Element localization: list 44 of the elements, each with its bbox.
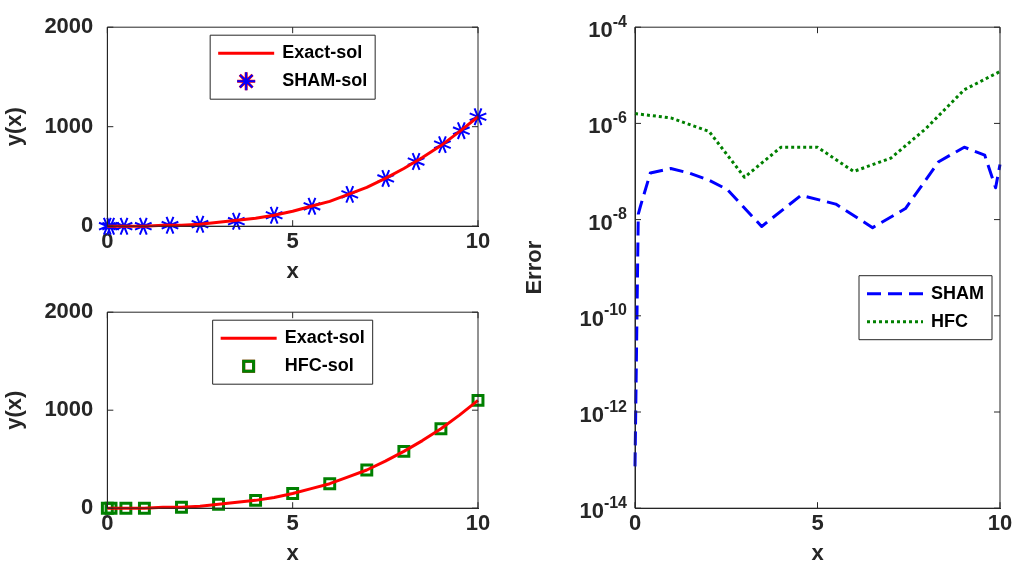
point	[468, 107, 488, 127]
y-tick-label: 0	[81, 212, 94, 238]
legend-label: SHAM	[931, 282, 984, 303]
point	[227, 211, 246, 231]
point	[160, 215, 180, 235]
x-tick-label: 0	[101, 228, 114, 254]
y-tick-label: 0	[81, 494, 94, 520]
point	[302, 196, 322, 216]
y-tick-label: 1000	[44, 396, 94, 422]
point	[104, 501, 118, 515]
line-series	[633, 69, 1002, 179]
x-tick-label: 0	[101, 510, 114, 536]
legend-label: SHAM-sol	[282, 70, 368, 91]
point	[133, 216, 153, 236]
x-tick-label: 10	[987, 510, 1013, 536]
point	[264, 205, 284, 225]
point	[376, 169, 396, 188]
x-axis-title: x	[286, 257, 300, 283]
point	[100, 501, 114, 515]
y-tick-label: 2000	[44, 13, 94, 39]
y-tick-label: 1000	[44, 112, 94, 138]
y-axis-title: y(x)	[1, 107, 27, 147]
x-tick-label: 5	[286, 228, 299, 254]
x-axis-title: x	[811, 539, 825, 565]
point	[433, 135, 452, 154]
legend-label: HFC	[931, 310, 968, 331]
x-tick-label: 5	[811, 510, 824, 536]
legend-label: Exact-sol	[282, 42, 363, 63]
point	[114, 216, 134, 236]
x-tick-label: 10	[465, 228, 491, 254]
point	[406, 152, 426, 171]
point	[452, 121, 471, 140]
y-tick-label: 2000	[44, 298, 94, 324]
x-tick-label: 5	[286, 510, 299, 536]
line-series	[633, 145, 1002, 468]
point	[190, 214, 210, 234]
point	[175, 500, 188, 514]
point	[340, 185, 360, 204]
y-axis-title: Error	[521, 240, 547, 295]
legend-label: HFC-sol	[284, 355, 354, 376]
x-tick-label: 10	[465, 510, 491, 536]
x-axis-title: x	[286, 539, 300, 565]
y-axis-title: y(x)	[1, 390, 27, 430]
legend-label: Exact-sol	[284, 327, 365, 348]
